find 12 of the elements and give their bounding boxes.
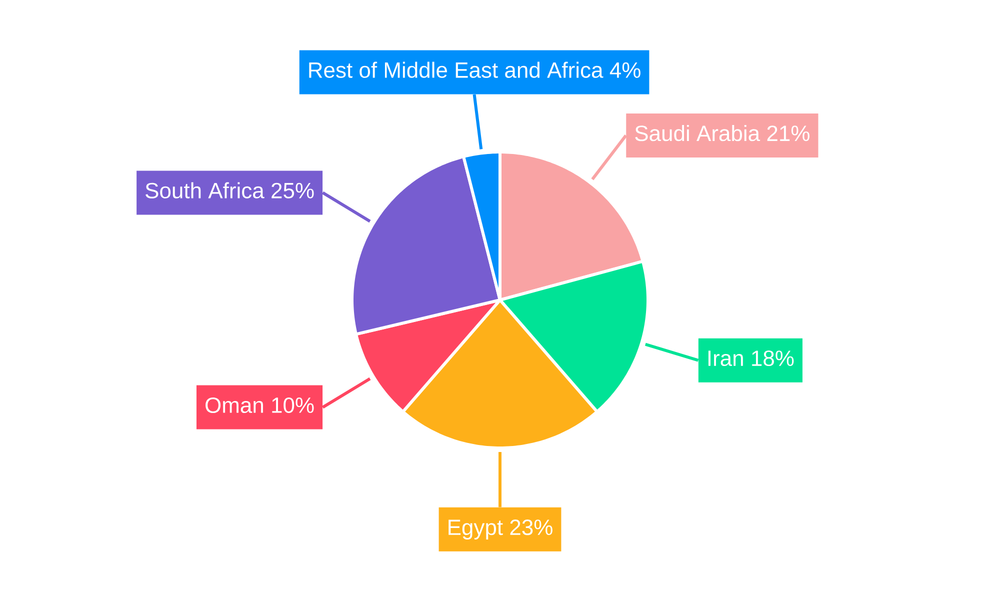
slice-label: Iran bbox=[708, 350, 743, 366]
slice-label: Egypt bbox=[448, 520, 503, 540]
data-label: 18% bbox=[752, 350, 794, 366]
data-label: 23% bbox=[510, 520, 552, 536]
slice-label: South Africa bbox=[146, 182, 264, 198]
slice-label: Oman bbox=[206, 397, 263, 414]
slice-label: Rest of Middle East and Africa bbox=[309, 62, 604, 78]
data-label: 10% bbox=[272, 397, 314, 414]
slice-label: Saudi Arabia bbox=[635, 125, 760, 142]
data-label: 4% bbox=[610, 62, 640, 78]
data-label: 25% bbox=[272, 182, 314, 198]
data-label: 21% bbox=[767, 126, 810, 142]
